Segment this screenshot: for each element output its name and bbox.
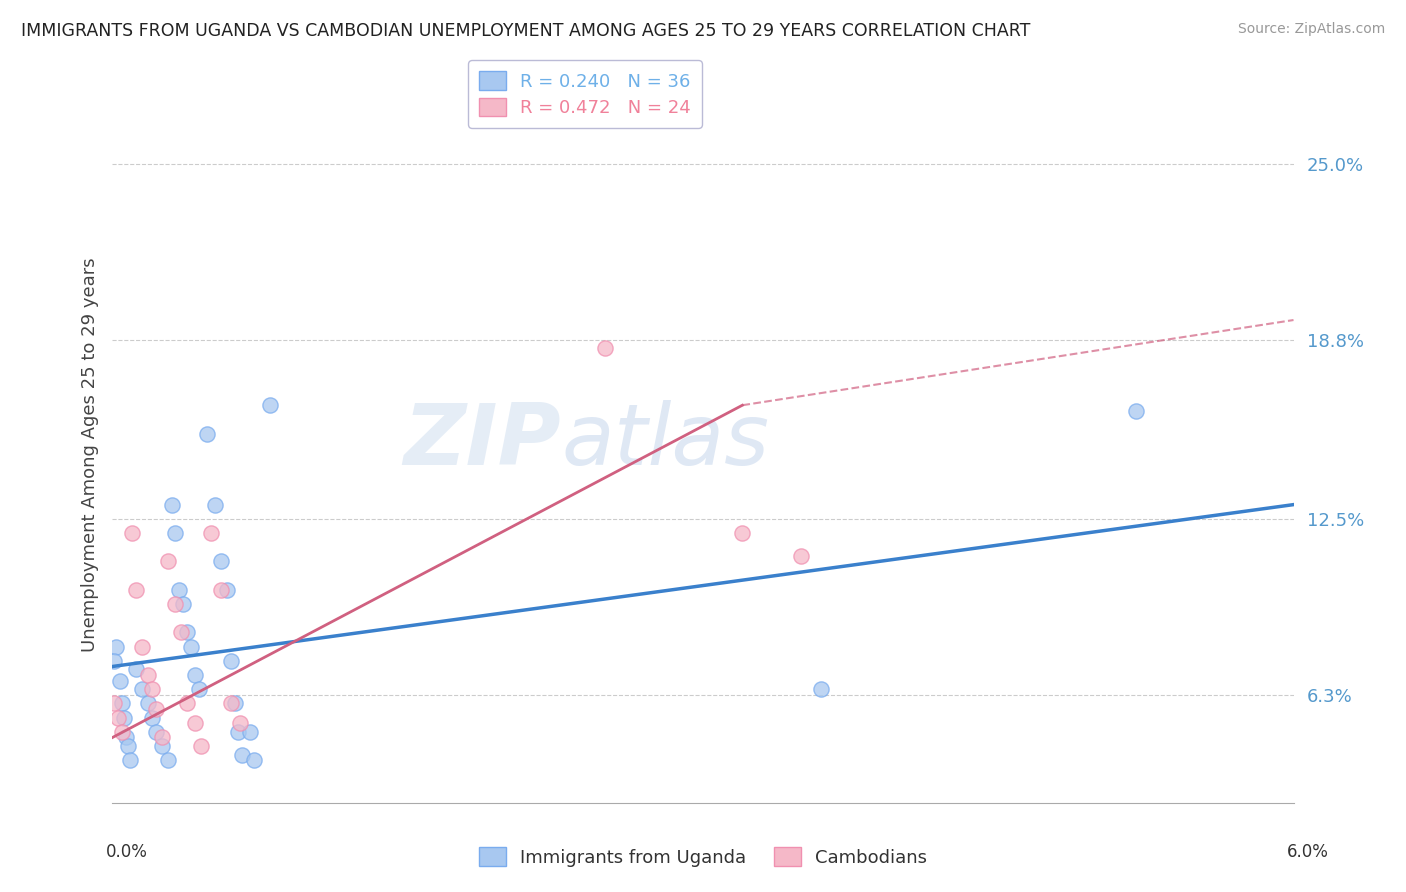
Point [156, 554, 179, 568]
Point [195, 426, 218, 441]
Point [228, 724, 250, 739]
Text: ZIP: ZIP [404, 400, 561, 483]
Y-axis label: Unemployment Among Ages 25 to 29 years: Unemployment Among Ages 25 to 29 years [80, 258, 98, 652]
Point [224, 697, 246, 711]
Text: 0.0%: 0.0% [105, 843, 148, 861]
Point [110, 673, 132, 688]
Text: Source: ZipAtlas.com: Source: ZipAtlas.com [1237, 22, 1385, 37]
Point [125, 662, 148, 676]
Point [141, 710, 163, 724]
Point [160, 498, 183, 512]
Point [145, 702, 167, 716]
Point [156, 753, 179, 767]
Point [184, 668, 207, 682]
Point [231, 747, 253, 762]
Point [188, 682, 211, 697]
Point [209, 582, 232, 597]
Point [165, 526, 187, 541]
Point [150, 731, 173, 745]
Point [115, 731, 138, 745]
Point [180, 640, 202, 654]
Point [190, 739, 212, 753]
Point [200, 526, 222, 541]
Point [593, 342, 616, 356]
Point [125, 582, 148, 597]
Point [219, 654, 242, 668]
Point [215, 582, 238, 597]
Point [495, 57, 517, 71]
Point [172, 597, 194, 611]
Legend: Immigrants from Uganda, Cambodians: Immigrants from Uganda, Cambodians [471, 840, 935, 874]
Point [103, 697, 125, 711]
Point [112, 710, 135, 724]
Point [105, 640, 128, 654]
Point [810, 682, 832, 697]
Point [103, 654, 125, 668]
Point [219, 697, 242, 711]
Point [204, 498, 226, 512]
Point [145, 724, 167, 739]
Point [136, 668, 159, 682]
Point [136, 697, 159, 711]
Point [121, 526, 143, 541]
Point [131, 640, 153, 654]
Point [141, 682, 163, 697]
Point [165, 597, 187, 611]
Point [111, 697, 134, 711]
Point [229, 716, 252, 731]
Point [243, 753, 266, 767]
Point [176, 697, 198, 711]
Point [239, 724, 262, 739]
Point [120, 753, 142, 767]
Point [117, 739, 139, 753]
Point [107, 710, 129, 724]
Point [209, 554, 232, 568]
Legend: R = 0.240   N = 36, R = 0.472   N = 24: R = 0.240 N = 36, R = 0.472 N = 24 [468, 61, 702, 128]
Point [131, 682, 153, 697]
Point [170, 625, 193, 640]
Point [176, 625, 198, 640]
Point [259, 398, 281, 412]
Text: 6.0%: 6.0% [1286, 843, 1329, 861]
Text: atlas: atlas [561, 400, 769, 483]
Text: IMMIGRANTS FROM UGANDA VS CAMBODIAN UNEMPLOYMENT AMONG AGES 25 TO 29 YEARS CORRE: IMMIGRANTS FROM UGANDA VS CAMBODIAN UNEM… [21, 22, 1031, 40]
Point [790, 549, 813, 563]
Point [169, 582, 191, 597]
Point [731, 526, 754, 541]
Point [1125, 404, 1147, 418]
Point [111, 724, 134, 739]
Point [184, 716, 207, 731]
Point [150, 739, 173, 753]
